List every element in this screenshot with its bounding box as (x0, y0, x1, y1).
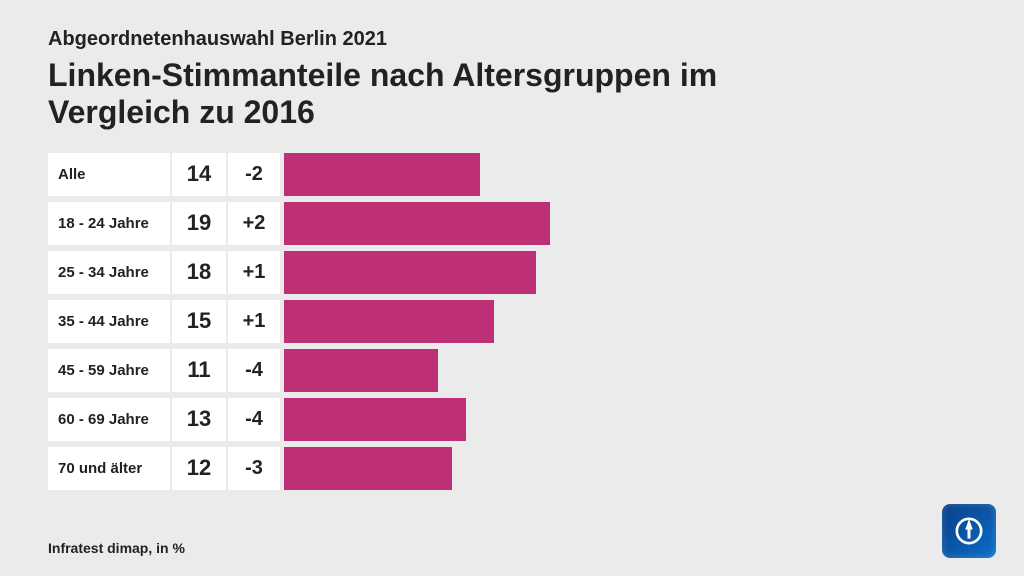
row-value: 19 (172, 202, 228, 245)
chart-title: Linken-Stimmanteile nach Altersgruppen i… (48, 57, 828, 131)
row-label: 25 - 34 Jahre (48, 251, 172, 294)
row-diff: +1 (228, 300, 284, 343)
row-label: 45 - 59 Jahre (48, 349, 172, 392)
row-value: 12 (172, 447, 228, 490)
bar-row: 60 - 69 Jahre13-4 (48, 398, 984, 441)
row-diff: -4 (228, 349, 284, 392)
unit-label: , in % (148, 540, 185, 556)
row-label: 70 und älter (48, 447, 172, 490)
broadcaster-logo (942, 504, 996, 558)
bar-row: 25 - 34 Jahre18+1 (48, 251, 984, 294)
bar (284, 153, 480, 196)
bar-track (284, 202, 984, 245)
row-diff: +2 (228, 202, 284, 245)
bar (284, 447, 452, 490)
bar-row: Alle14-2 (48, 153, 984, 196)
bar-track (284, 349, 984, 392)
row-label: Alle (48, 153, 172, 196)
bar-track (284, 300, 984, 343)
ard-logo-icon (950, 512, 988, 550)
bar (284, 398, 466, 441)
row-value: 18 (172, 251, 228, 294)
overline: Abgeordnetenhauswahl Berlin 2021 (48, 28, 984, 51)
row-value: 14 (172, 153, 228, 196)
bar-row: 35 - 44 Jahre15+1 (48, 300, 984, 343)
bar (284, 349, 438, 392)
bar-track (284, 153, 984, 196)
bar-row: 70 und älter12-3 (48, 447, 984, 490)
bar (284, 251, 536, 294)
bar (284, 300, 494, 343)
source-name: Infratest dimap (48, 540, 148, 556)
row-value: 11 (172, 349, 228, 392)
row-diff: +1 (228, 251, 284, 294)
bar-row: 18 - 24 Jahre19+2 (48, 202, 984, 245)
row-diff: -4 (228, 398, 284, 441)
bar-track (284, 251, 984, 294)
row-diff: -2 (228, 153, 284, 196)
bar (284, 202, 550, 245)
row-value: 13 (172, 398, 228, 441)
bar-track (284, 398, 984, 441)
source-footer: Infratest dimap, in % (48, 540, 185, 556)
row-label: 18 - 24 Jahre (48, 202, 172, 245)
bar-row: 45 - 59 Jahre11-4 (48, 349, 984, 392)
bar-track (284, 447, 984, 490)
bar-rows: Alle14-218 - 24 Jahre19+225 - 34 Jahre18… (48, 153, 984, 490)
row-value: 15 (172, 300, 228, 343)
row-label: 60 - 69 Jahre (48, 398, 172, 441)
row-diff: -3 (228, 447, 284, 490)
row-label: 35 - 44 Jahre (48, 300, 172, 343)
